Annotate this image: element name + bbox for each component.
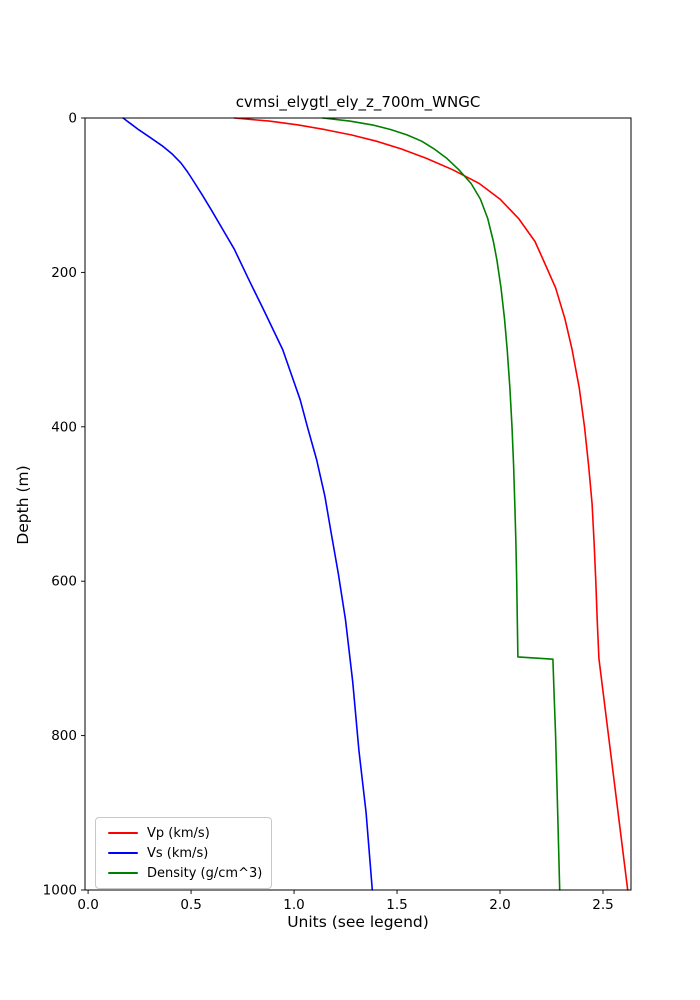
y-tick-label: 1000 (43, 883, 77, 899)
vs-line-sample (108, 852, 138, 854)
series-line-vs (122, 117, 374, 891)
legend: Vp (km/s) Vs (km/s) Density (g/cm^3) (95, 817, 272, 889)
legend-entry-vs: Vs (km/s) (104, 843, 263, 863)
x-tick-label: 2.0 (489, 897, 510, 913)
y-axis-label: Depth (m) (14, 465, 32, 545)
y-tick-label: 200 (51, 265, 77, 281)
density-line-sample (108, 872, 138, 874)
plot-frame (84, 117, 632, 891)
density-legend-label: Density (g/cm^3) (147, 865, 263, 881)
y-tick-label: 0 (68, 111, 77, 127)
x-axis-label: Units (see legend) (287, 913, 429, 931)
series-line-density (322, 117, 561, 891)
chart-title: cvmsi_elygtl_ely_z_700m_WNGC (235, 93, 481, 111)
legend-entry-density: Density (g/cm^3) (104, 863, 263, 883)
x-tick-label: 2.5 (592, 897, 613, 913)
x-tick-label: 1.5 (386, 897, 407, 913)
series-line-vp (233, 117, 629, 891)
legend-entry-vp: Vp (km/s) (104, 823, 263, 843)
x-tick-label: 1.0 (283, 897, 304, 913)
y-tick-label: 600 (51, 574, 77, 590)
vp-line-sample (108, 832, 138, 834)
vp-legend-label: Vp (km/s) (147, 825, 210, 841)
x-tick-label: 0.5 (180, 897, 201, 913)
y-tick-label: 800 (51, 728, 77, 744)
x-tick-label: 0.0 (77, 897, 98, 913)
vs-legend-label: Vs (km/s) (147, 845, 209, 861)
y-tick-label: 400 (51, 419, 77, 435)
